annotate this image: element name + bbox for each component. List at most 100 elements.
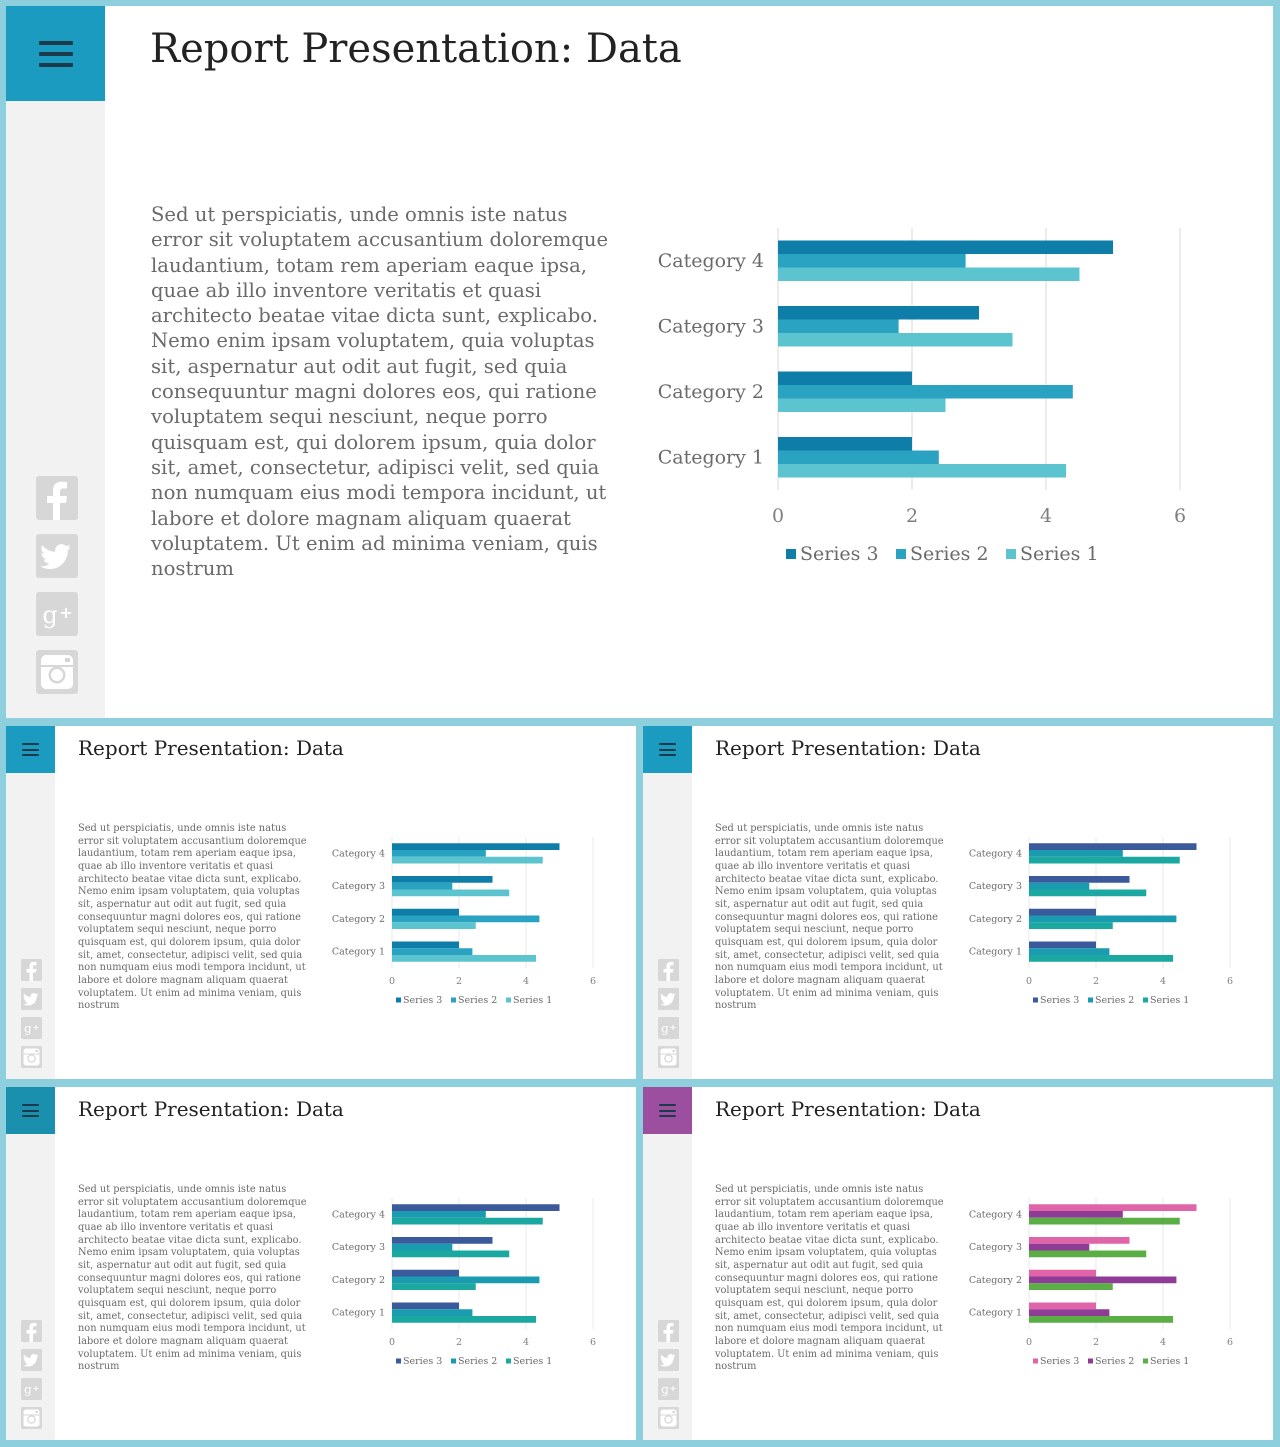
facebook-icon[interactable]: [36, 476, 78, 520]
google-plus-icon[interactable]: g +: [21, 1378, 42, 1400]
legend-label: Series 3: [1040, 995, 1079, 1006]
bar: [392, 1316, 537, 1323]
bar: [392, 1269, 459, 1277]
menu-button[interactable]: [643, 1087, 692, 1134]
legend-swatch: [1006, 549, 1016, 559]
legend-label: Series 1: [513, 995, 552, 1006]
body-paragraph: Sed ut perspiciatis, unde omnis iste nat…: [151, 203, 609, 581]
instagram-icon[interactable]: [21, 1407, 42, 1429]
facebook-icon[interactable]: [21, 1320, 42, 1342]
bar: [1029, 876, 1130, 883]
thumbnail-slide-2[interactable]: g + Report Presentation: Data Sed ut per…: [643, 726, 1273, 1079]
bar: [392, 843, 560, 850]
hamburger-menu-icon[interactable]: [38, 40, 73, 67]
bar: [1029, 1217, 1180, 1225]
x-tick-label: 2: [456, 976, 462, 987]
bar-chart-svg: 0 2 4 6 Category 1 Category 2 Category 3 Catego…: [969, 837, 1233, 1006]
google-plus-icon[interactable]: g +: [36, 592, 78, 636]
category-label: Category 2: [332, 1275, 385, 1286]
twitter-icon[interactable]: [658, 988, 679, 1010]
category-label: Category 3: [332, 881, 385, 892]
legend-swatch: [1088, 997, 1093, 1003]
x-tick-label: 0: [1026, 976, 1032, 987]
bar: [392, 876, 493, 883]
hamburger-menu-icon[interactable]: [22, 743, 39, 756]
svg-text:g: g: [661, 1383, 669, 1397]
hamburger-menu-icon[interactable]: [659, 1104, 676, 1117]
menu-button[interactable]: [6, 726, 55, 773]
thumbnail-slide-4[interactable]: g + Report Presentation: Data Sed ut per…: [643, 1087, 1273, 1440]
bar: [392, 1217, 543, 1225]
instagram-icon[interactable]: [36, 650, 78, 694]
menu-button[interactable]: [6, 1087, 55, 1134]
legend-swatch: [451, 997, 456, 1003]
legend-label: Series 1: [1020, 543, 1099, 565]
bar: [392, 889, 510, 897]
bar: [1029, 1237, 1130, 1244]
x-tick-label: 2: [1093, 1337, 1099, 1348]
page-title: Report Presentation: Data: [715, 736, 981, 760]
bar-chart-svg: 0 2 4 6 Category 1 Category 2 Category 3 Catego…: [332, 1198, 596, 1367]
hamburger-menu-icon[interactable]: [659, 743, 676, 756]
category-label: Category 1: [969, 947, 1022, 958]
x-tick-label: 2: [456, 1337, 462, 1348]
instagram-icon[interactable]: [21, 1046, 42, 1068]
main-slide: g + Report Presentation: Data Sed ut per…: [6, 6, 1273, 718]
category-label: Category 3: [969, 881, 1022, 892]
bar: [778, 240, 1113, 254]
bar: [778, 450, 939, 464]
twitter-icon[interactable]: [658, 1349, 679, 1371]
category-label: Category 4: [969, 1209, 1022, 1220]
bar: [1029, 915, 1177, 923]
svg-text:g: g: [42, 601, 57, 629]
thumbnail-slide-3[interactable]: g + Report Presentation: Data Sed ut per…: [6, 1087, 636, 1440]
category-label: Category 4: [332, 1209, 385, 1220]
category-label: Category 1: [332, 1308, 385, 1319]
legend-swatch: [786, 549, 796, 559]
legend-label: Series 1: [1150, 1356, 1189, 1367]
instagram-icon[interactable]: [658, 1407, 679, 1429]
svg-text:+: +: [670, 1384, 677, 1393]
instagram-icon[interactable]: [658, 1046, 679, 1068]
bar: [1029, 922, 1113, 929]
google-plus-icon[interactable]: g +: [658, 1017, 679, 1039]
bar: [1029, 1316, 1174, 1323]
twitter-icon[interactable]: [36, 534, 78, 578]
menu-button[interactable]: [6, 6, 105, 101]
google-plus-icon[interactable]: g +: [658, 1378, 679, 1400]
svg-text:+: +: [670, 1023, 677, 1032]
bar: [392, 1243, 453, 1251]
facebook-icon[interactable]: [658, 959, 679, 981]
legend-swatch: [451, 1358, 456, 1364]
menu-button[interactable]: [643, 726, 692, 773]
svg-text:+: +: [59, 603, 72, 622]
x-tick-label: 6: [1227, 976, 1233, 987]
x-tick-label: 2: [906, 505, 918, 527]
hamburger-menu-icon[interactable]: [22, 1104, 39, 1117]
x-tick-label: 4: [523, 1337, 529, 1348]
bar-chart-svg: 0 2 4 6 Category 1 Category 2 Category 3 Catego…: [969, 1198, 1233, 1367]
facebook-icon[interactable]: [658, 1320, 679, 1342]
twitter-icon[interactable]: [21, 1349, 42, 1371]
x-tick-label: 4: [1040, 505, 1052, 527]
social-links: g +: [658, 1320, 679, 1429]
bar: [1029, 1250, 1147, 1258]
svg-text:g: g: [24, 1383, 32, 1397]
thumbnail-slide-1[interactable]: g + Report Presentation: Data Sed ut per…: [6, 726, 636, 1079]
bar-chart: 0 2 4 6 Category 1 Category 2 Category 3 Catego…: [963, 831, 1243, 1016]
legend-swatch: [396, 1358, 401, 1364]
bar: [778, 437, 912, 451]
page-title: Report Presentation: Data: [78, 736, 344, 760]
bar: [1029, 1211, 1123, 1218]
bar: [392, 1302, 459, 1310]
category-label: Category 2: [969, 1275, 1022, 1286]
facebook-icon[interactable]: [21, 959, 42, 981]
bar-chart: 0 2 4 6 Category 1 Category 2 Category 3 Catego…: [963, 1192, 1243, 1377]
google-plus-icon[interactable]: g +: [21, 1017, 42, 1039]
bar: [392, 915, 540, 923]
twitter-icon[interactable]: [21, 988, 42, 1010]
x-tick-label: 6: [590, 976, 596, 987]
legend-swatch: [506, 1358, 511, 1364]
category-label: Category 1: [332, 947, 385, 958]
bar: [1029, 1243, 1090, 1251]
